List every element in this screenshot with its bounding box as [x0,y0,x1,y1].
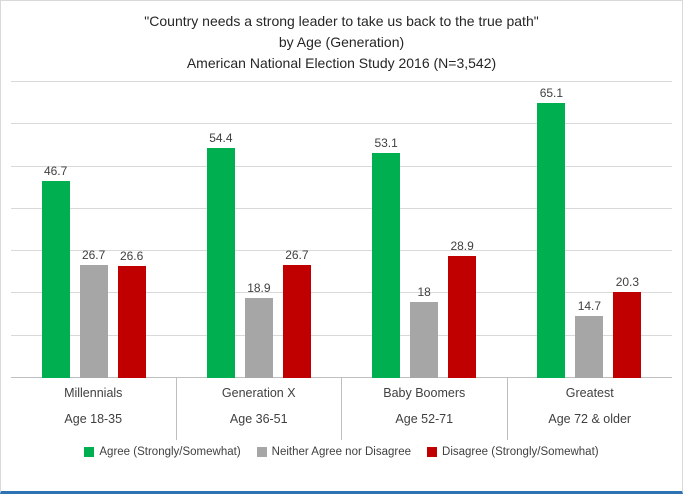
gridline [11,250,672,252]
data-label: 26.7 [81,248,106,263]
bar-group-greatest: 65.1 14.7 20.3 [507,82,672,378]
bar-neither-generation-x: 18.9 [244,82,273,378]
bar [410,301,439,378]
bar-group-generation-x: 54.4 18.9 26.7 [176,82,341,378]
bar [372,153,401,378]
category-sublabel: Age 72 & older [548,412,632,426]
legend-item-disagree: Disagree (Strongly/Somewhat) [427,446,599,458]
plot-area: 46.7 26.7 26.6 54.4 18.9 [11,81,672,378]
legend-swatch-neither [256,447,267,457]
x-axis-line [11,377,672,378]
category-sublabel: Age 18-35 [64,412,123,426]
bar [206,147,235,378]
category-sublabel: Age 52-71 [395,412,454,426]
gridline [11,292,672,294]
bar-agree-generation-x: 54.4 [206,82,235,378]
data-label: 46.7 [43,163,68,178]
data-label: 20.3 [615,275,640,290]
category-label: Millennials [64,386,123,400]
category-label: Greatest [565,386,614,400]
x-axis-labels: Millennials Age 18-35 Generation X Age 3… [11,378,672,440]
category-sublabel: Age 36-51 [229,412,288,426]
bar-disagree-baby-boomers: 28.9 [448,82,477,378]
legend-label-agree: Agree (Strongly/Somewhat) [99,446,241,458]
bar [537,102,566,378]
bar [575,315,604,378]
legend-swatch-disagree [427,447,438,457]
bar-agree-greatest: 65.1 [537,82,566,378]
data-label: 18 [417,284,431,299]
bar-group-baby-boomers: 53.1 18 28.9 [342,82,507,378]
chart-title-line-2: by Age (Generation) [278,34,405,50]
legend-swatch-agree [84,447,95,457]
legend-item-agree: Agree (Strongly/Somewhat) [84,446,241,458]
gridline [11,334,672,336]
chart-title-line-3: American National Election Study 2016 (N… [186,55,497,71]
bar-neither-baby-boomers: 18 [410,82,439,378]
bar [41,180,70,378]
legend-item-neither: Neither Agree nor Disagree [256,446,412,458]
bar-groups: 46.7 26.7 26.6 54.4 18.9 [11,82,672,378]
category-label: Generation X [221,386,296,400]
axis-cell-greatest: Greatest Age 72 & older [506,378,673,440]
bar [613,292,642,378]
axis-cell-millennials: Millennials Age 18-35 [11,378,176,440]
axis-cell-generation-x: Generation X Age 36-51 [175,378,342,440]
gridline [11,123,672,125]
gridline [11,165,672,167]
bar [282,265,311,378]
legend: Agree (Strongly/Somewhat) Neither Agree … [1,446,682,458]
data-label: 26.7 [285,248,309,263]
data-label: 54.4 [209,130,233,145]
bar-neither-millennials: 26.7 [79,82,108,378]
bar-group-millennials: 46.7 26.7 26.6 [11,82,176,378]
data-label: 65.1 [539,85,564,100]
bar-disagree-millennials: 26.6 [117,82,146,378]
bar-neither-greatest: 14.7 [575,82,604,378]
bar-disagree-greatest: 20.3 [613,82,642,378]
gridline [11,207,672,209]
bar [79,265,108,378]
chart-title-block: "Country needs a strong leader to take u… [1,1,682,74]
axis-cell-baby-boomers: Baby Boomers Age 52-71 [341,378,507,440]
data-label: 14.7 [577,298,602,313]
gridline [11,81,672,82]
data-label: 28.9 [450,238,474,253]
data-label: 18.9 [247,281,271,296]
bar-disagree-generation-x: 26.7 [282,82,311,378]
legend-label-neither: Neither Agree nor Disagree [271,446,412,458]
bar [117,265,146,378]
data-label: 53.1 [374,136,398,151]
bar [244,298,273,378]
bar-agree-baby-boomers: 53.1 [372,82,401,378]
data-label: 26.6 [119,248,144,263]
bar-agree-millennials: 46.7 [41,82,70,378]
category-label: Baby Boomers [383,386,466,400]
legend-label-disagree: Disagree (Strongly/Somewhat) [442,446,599,458]
bar [448,255,477,378]
chart-title-line-1: "Country needs a strong leader to take u… [144,13,539,29]
